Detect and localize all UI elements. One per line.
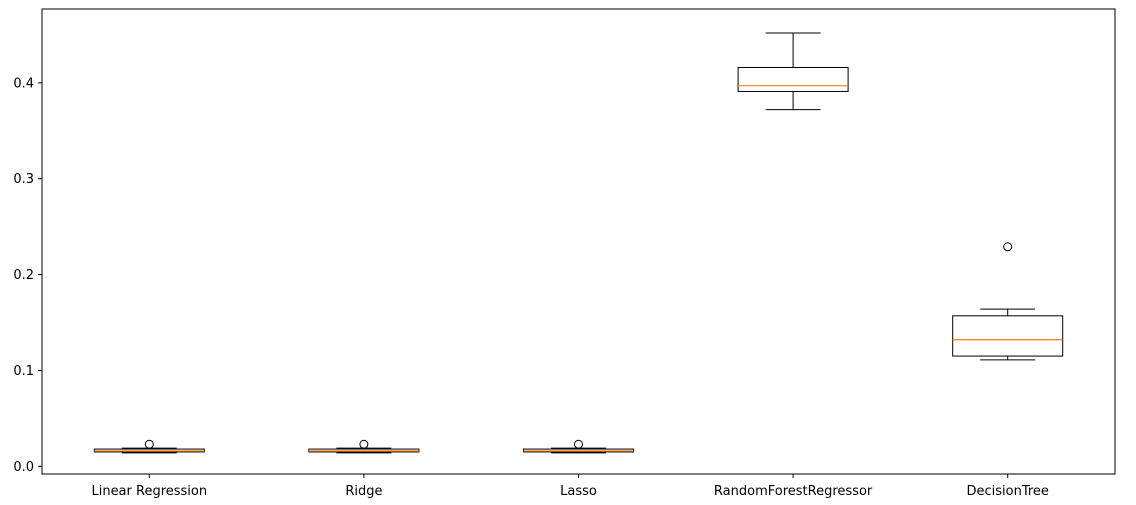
y-tick-label: 0.4 [13, 76, 34, 91]
outlier-point [144, 439, 154, 449]
plot-area [42, 9, 1115, 474]
x-axis: Linear Regression Ridge Lasso RandomForestR… [91, 474, 1049, 499]
box-group [93, 439, 205, 454]
y-tick-label: 0.2 [13, 268, 34, 283]
outlier-point [359, 439, 369, 449]
box-series [93, 32, 1064, 454]
box-group [737, 32, 849, 111]
x-tick-label: RandomForestRegressor [714, 484, 873, 499]
x-tick-label: Linear Regression [91, 484, 207, 499]
x-tick-label: DecisionTree [966, 484, 1048, 499]
box [952, 315, 1064, 357]
plot-frame [41, 8, 1116, 475]
outlier-point [1003, 242, 1013, 252]
box [737, 66, 849, 92]
y-tick-label: 0.1 [13, 364, 34, 379]
x-tick-label: Ridge [345, 484, 382, 499]
box-group [952, 242, 1064, 361]
x-tick-label: Lasso [560, 484, 597, 499]
box-group [523, 439, 634, 454]
y-axis: 0.0 0.1 0.2 0.3 0.4 [13, 76, 42, 475]
outlier-point [574, 439, 583, 449]
y-tick-label: 0.0 [13, 460, 34, 475]
y-tick-label: 0.3 [13, 172, 34, 187]
box-group [308, 439, 420, 454]
